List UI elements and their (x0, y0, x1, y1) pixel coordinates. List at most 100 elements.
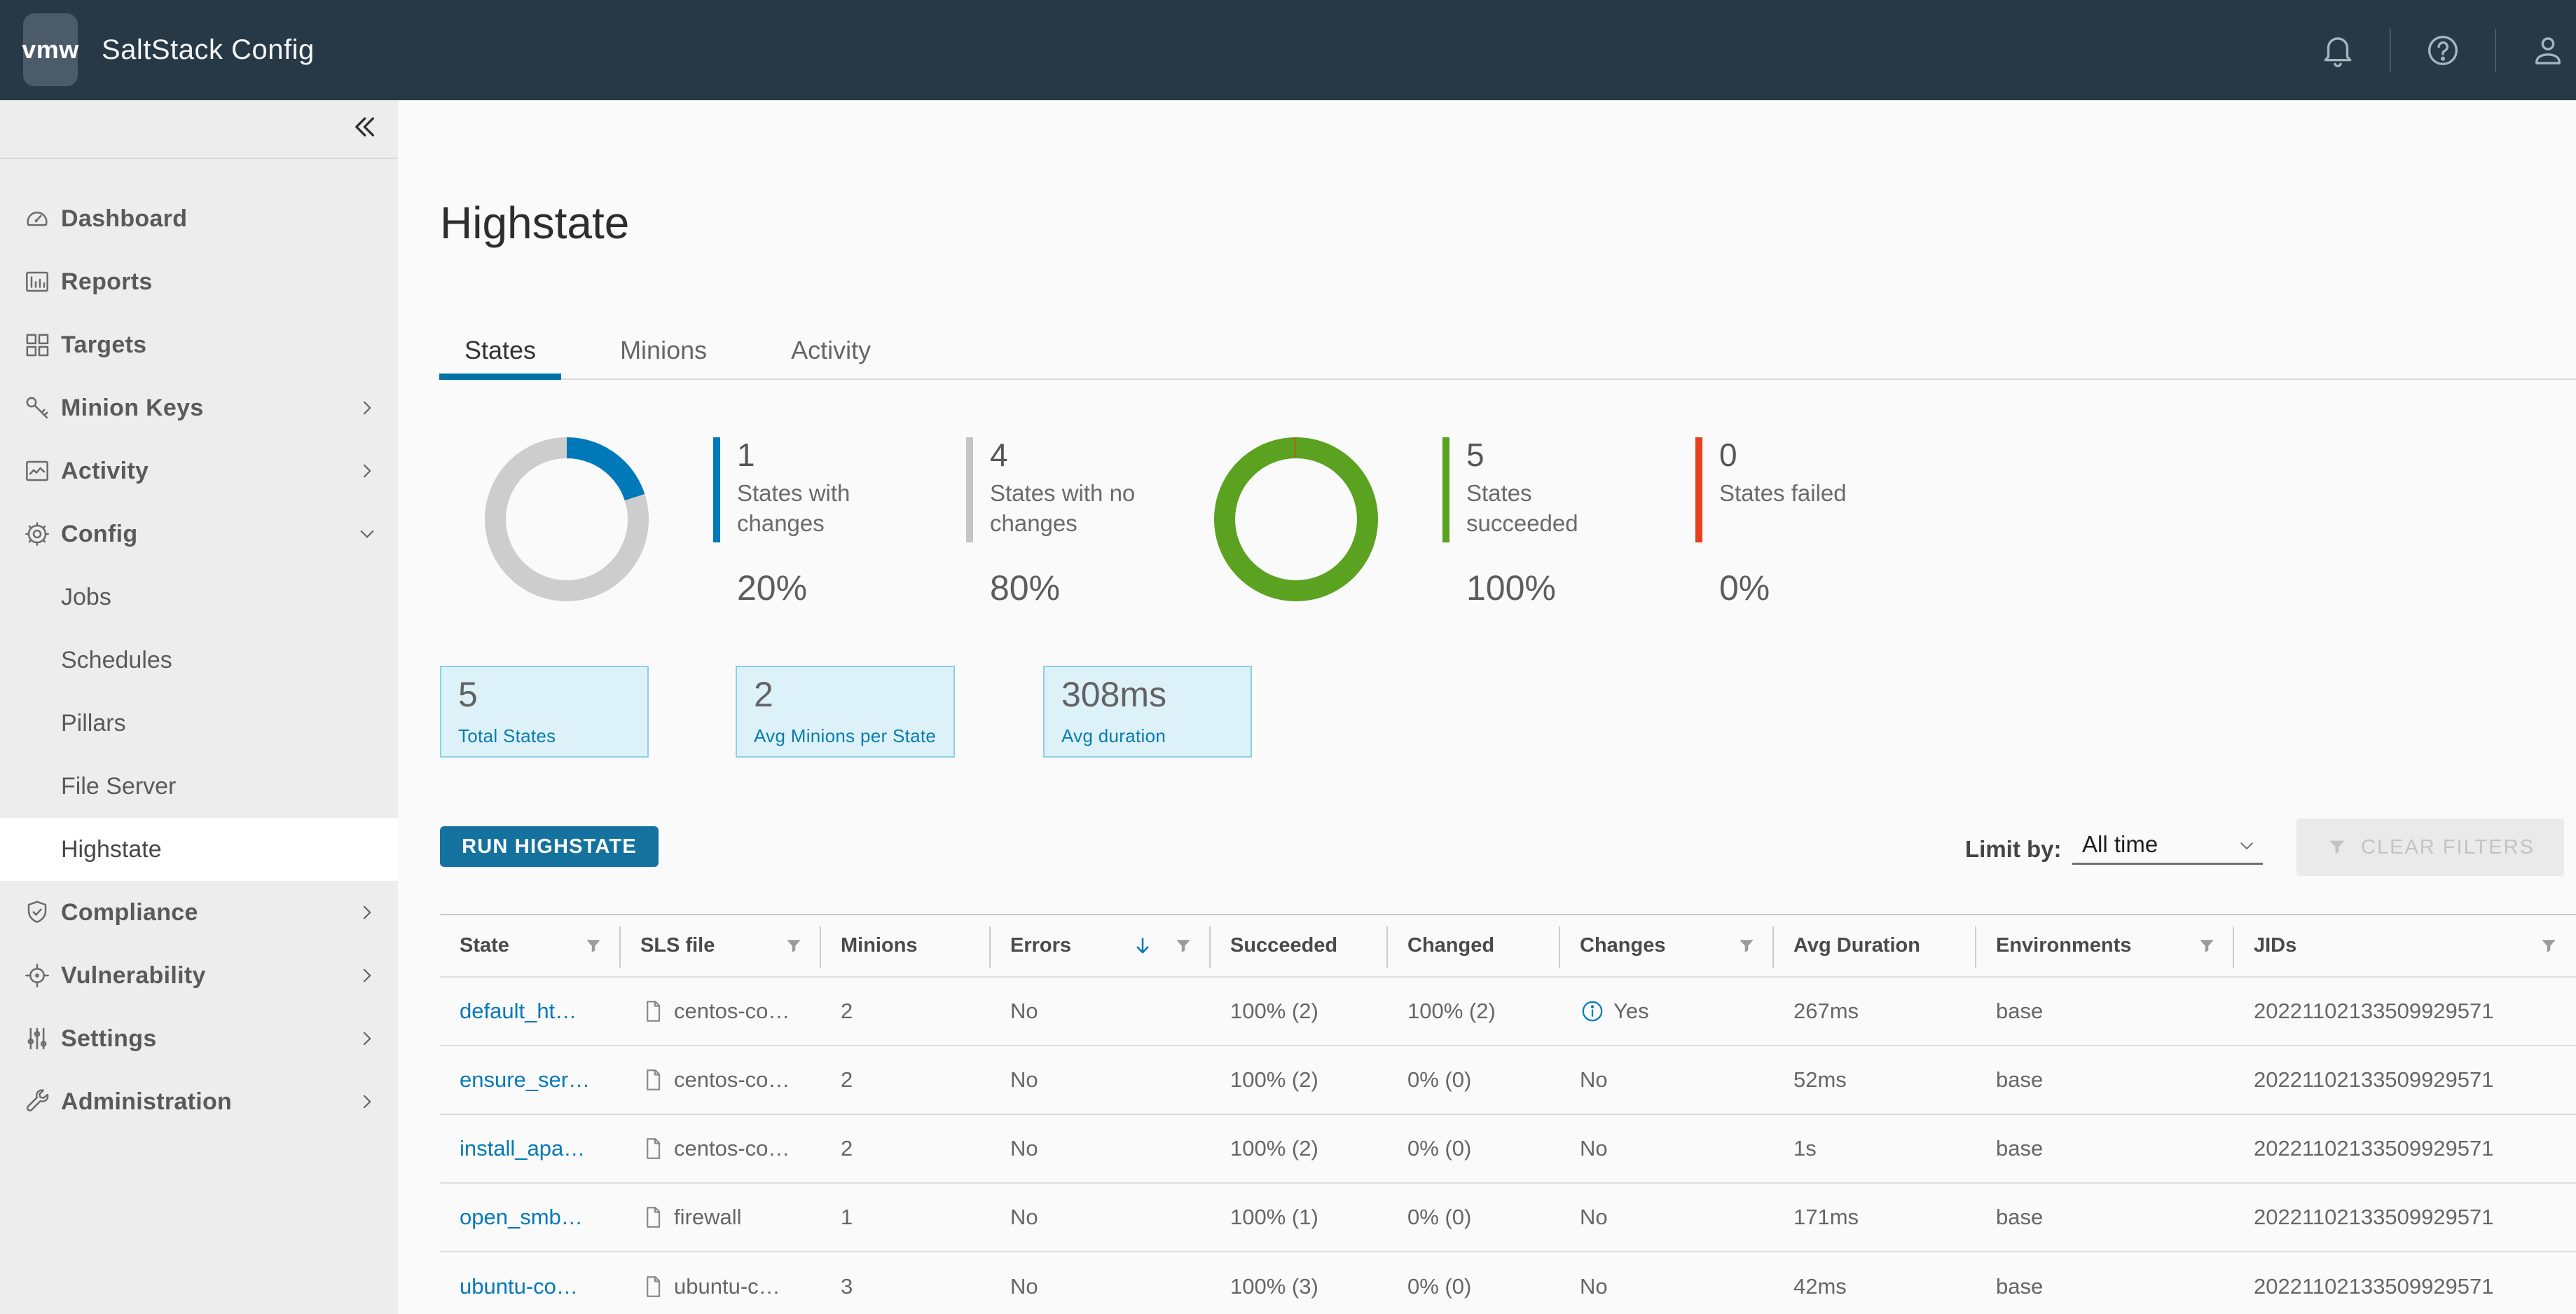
header-divider (2390, 28, 2391, 72)
cell-changed: 100% (2) (1407, 999, 1496, 1023)
notifications-button[interactable] (2310, 22, 2366, 78)
column-state[interactable]: State (440, 915, 621, 977)
sidebar-item-vulnerability[interactable]: Vulnerability (0, 944, 398, 1007)
filter-icon[interactable] (2196, 936, 2217, 957)
sidebar-collapse-button[interactable] (345, 109, 381, 145)
cell-sls-file: centos-co… (621, 977, 821, 1046)
cell-minions: 3 (841, 1273, 853, 1299)
cell-succeeded: 100% (2) (1230, 1136, 1318, 1161)
column-header-label: State (460, 934, 509, 957)
sidebar-item-schedules[interactable]: Schedules (61, 646, 172, 673)
state-link[interactable]: ubuntu-co… (460, 1273, 578, 1299)
table-row[interactable]: open_smb… firewall 1 No 100% (1) 0% (0) No 171m… (440, 1183, 2576, 1252)
filter-icon[interactable] (583, 936, 604, 957)
stat-percent: 0% (1719, 568, 1770, 608)
sidebar-item-file-server[interactable]: File Server (61, 772, 177, 800)
cell-jid: 20221102133509929571 (2254, 1067, 2494, 1092)
filter-icon[interactable] (1736, 936, 1757, 957)
bell-icon (2324, 36, 2352, 67)
column-environments[interactable]: Environments (1976, 915, 2234, 977)
sidebar-item-label: Administration (61, 1088, 233, 1115)
cell-succeeded: 100% (1) (1230, 1205, 1318, 1229)
cell-state: ubuntu-co… (440, 1252, 621, 1314)
stat-percent: 80% (990, 568, 1061, 608)
sidebar-item-label: Dashboard (61, 205, 188, 232)
filter-icon[interactable] (2538, 936, 2559, 957)
card-value: 5 (458, 675, 478, 714)
state-link[interactable]: install_apa… (460, 1136, 586, 1161)
cell-environments: base (1996, 1136, 2044, 1161)
tab-minions[interactable]: Minions (595, 334, 732, 380)
summary-cards: 5 Total States 2 Avg Minions per State 308ms… (398, 666, 2576, 764)
cell-changes: Yes (1560, 977, 1774, 1046)
sidebar-item-administration[interactable]: Administration (0, 1070, 398, 1133)
sidebar-item-settings[interactable]: Settings (0, 1007, 398, 1070)
limit-by-select[interactable]: All time (2072, 826, 2263, 865)
table-row[interactable]: default_ht… centos-co… 2 No 100% (2) 100% (2)… (440, 977, 2576, 1046)
sidebar-item-dashboard[interactable]: Dashboard (0, 187, 398, 250)
cell-changed: 0% (0) (1407, 1136, 1472, 1161)
state-link[interactable]: default_ht… (460, 999, 577, 1023)
tab-label: States (464, 336, 537, 364)
sidebar-item-highstate[interactable]: Highstate (0, 818, 398, 881)
run-highstate-button[interactable]: RUN HIGHSTATE (440, 826, 659, 867)
column-succeeded[interactable]: Succeeded (1211, 915, 1388, 977)
sidebar-item-pillars[interactable]: Pillars (61, 709, 126, 737)
cell-changes: No (1580, 1205, 1608, 1229)
sidebar-item-label: Config (61, 520, 138, 547)
column-minions[interactable]: Minions (821, 915, 991, 977)
key-icon (26, 397, 48, 419)
info-icon[interactable] (1580, 999, 1605, 1024)
cell-changes: No (1580, 1136, 1608, 1161)
sidebar: Dashboard Reports Targets Minion Keys Activi… (0, 100, 398, 1314)
column-header-label: SLS file (640, 934, 715, 957)
column-avg-duration[interactable]: Avg Duration (1774, 915, 1976, 977)
cell-avg-duration: 1s (1793, 1136, 1817, 1161)
cell-jid: 20221102133509929571 (2254, 999, 2494, 1023)
app-title: SaltStack Config (102, 34, 315, 65)
sidebar-item-minion-keys[interactable]: Minion Keys (0, 376, 398, 439)
cell-changes: No (1580, 1273, 1608, 1299)
file-icon (647, 1275, 661, 1297)
sidebar-item-config[interactable]: Config (0, 502, 398, 566)
state-link[interactable]: open_smb… (460, 1205, 583, 1229)
user-menu-button[interactable] (2520, 22, 2576, 78)
column-changed[interactable]: Changed (1388, 915, 1560, 977)
table-row[interactable]: ubuntu-co… ubuntu-c… 3 No 100% (3) 0% (0) No 42… (440, 1252, 2576, 1314)
cell-succeeded: 100% (3) (1230, 1273, 1318, 1299)
column-errors[interactable]: Errors (991, 915, 1211, 977)
stat-states-with-changes: 1 States with changes 20% (713, 437, 923, 608)
filter-icon[interactable] (783, 936, 804, 957)
state-link[interactable]: ensure_ser… (460, 1067, 591, 1092)
table-row[interactable]: install_apa… centos-co… 2 No 100% (2) 0% (0) N… (440, 1114, 2576, 1183)
cell-errors: No (1010, 1273, 1038, 1299)
sidebar-item-label: Minion Keys (61, 394, 204, 421)
column-changes[interactable]: Changes (1560, 915, 1774, 977)
sidebar-item-jobs[interactable]: Jobs (61, 583, 111, 610)
help-button[interactable] (2415, 22, 2471, 78)
column-header-label: Errors (1010, 934, 1072, 957)
stat-percent: 100% (1466, 568, 1556, 608)
sidebar-item-activity[interactable]: Activity (0, 439, 398, 502)
tab-activity[interactable]: Activity (766, 334, 896, 380)
card-label: Avg Minions per State (754, 725, 937, 746)
cell-minions: 2 (841, 1067, 853, 1092)
wrench-icon (26, 1089, 49, 1111)
sort-desc-icon[interactable] (1131, 934, 1155, 958)
column-sls-file[interactable]: SLS file (621, 915, 821, 977)
tab-label: Minions (620, 336, 708, 364)
sidebar-item-reports[interactable]: Reports (0, 250, 398, 313)
table-row[interactable]: ensure_ser… centos-co… 2 No 100% (2) 0% (0) No… (440, 1046, 2576, 1114)
sidebar-item-compliance[interactable]: Compliance (0, 881, 398, 944)
card-value: 2 (754, 675, 773, 714)
cell-environments: base (1996, 1205, 2044, 1229)
sidebar-item-label: Compliance (61, 898, 198, 926)
column-header-label: JIDs (2254, 934, 2297, 957)
cell-avg-duration: 42ms (1793, 1273, 1847, 1299)
states-result-donut (1214, 437, 1378, 601)
column-jids[interactable]: JIDs (2234, 915, 2576, 977)
tab-states[interactable]: States (439, 334, 562, 380)
clear-filters-button[interactable]: CLEAR FILTERS (2296, 819, 2564, 876)
filter-icon[interactable] (1173, 936, 1194, 957)
sidebar-item-targets[interactable]: Targets (0, 313, 398, 376)
